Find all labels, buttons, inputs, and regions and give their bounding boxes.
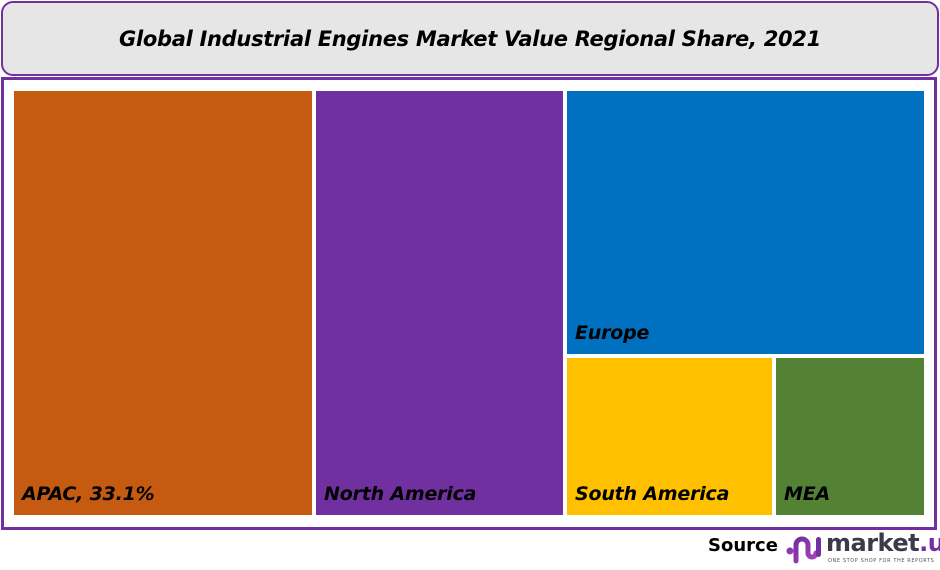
brand-name: market.us (826, 529, 940, 557)
market-us-logo: market.us ONE STOP SHOP FOR THE REPORTS (786, 529, 940, 567)
tile-label-north-america: North America (324, 483, 477, 505)
tile-label-europe: Europe (575, 322, 650, 344)
tile-mea: MEA (776, 358, 924, 515)
tile-south-america: South America (567, 358, 772, 515)
brand-tagline: ONE STOP SHOP FOR THE REPORTS (828, 558, 935, 564)
source-label: Source (708, 535, 778, 556)
chart-title: Global Industrial Engines Market Value R… (119, 26, 821, 51)
tile-label-apac: APAC, 33.1% (22, 483, 155, 505)
market-us-logo-icon (786, 536, 821, 564)
tile-north-america: North America (316, 91, 563, 515)
tile-apac: APAC, 33.1% (14, 91, 312, 515)
tile-europe: Europe (567, 91, 924, 354)
tile-label-south-america: South America (575, 483, 730, 505)
tile-label-mea: MEA (784, 483, 830, 505)
chart-title-box: Global Industrial Engines Market Value R… (1, 1, 939, 76)
